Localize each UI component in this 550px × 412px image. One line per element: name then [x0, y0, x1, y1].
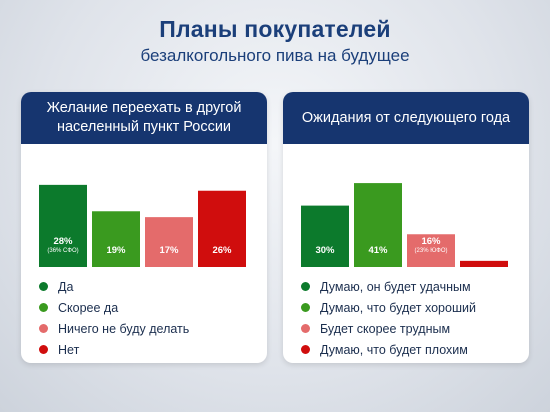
data-label-value: 17%: [159, 245, 179, 256]
data-label: 19%: [92, 245, 140, 256]
legend-item: Нет: [39, 339, 189, 360]
legend-dot-icon: [301, 282, 310, 291]
data-label-value: 30%: [315, 245, 335, 256]
data-label: 41%: [354, 245, 402, 256]
legend-label: Нет: [58, 342, 80, 357]
data-label-value: 16%: [421, 236, 441, 247]
legend-label: Думаю, что будет плохим: [320, 342, 468, 357]
legend-dot-icon: [39, 345, 48, 354]
legend: Думаю, он будет удачным Думаю, что будет…: [301, 276, 476, 360]
bar-chart: 28% (36% СФО) 19% 17% 26%: [21, 144, 267, 268]
legend-item: Ничего не буду делать: [39, 318, 189, 339]
legend-item: Будет скорее трудным: [301, 318, 476, 339]
bar: [354, 183, 402, 267]
legend-item: Да: [39, 276, 189, 297]
legend-item: Думаю, что будет хороший: [301, 297, 476, 318]
bar-chart-svg: [301, 183, 508, 267]
data-label-value: 28%: [53, 236, 73, 247]
title-line-1: Планы покупателей: [159, 16, 391, 42]
legend-label: Да: [58, 279, 74, 294]
bar: [92, 211, 140, 267]
data-label-note: (36% СФО): [47, 248, 79, 254]
bar-chart-svg: [39, 184, 246, 267]
chart-title: Желание переехать в другой населенный пу…: [21, 92, 267, 144]
legend-item: Думаю, что будет плохим: [301, 339, 476, 360]
legend-item: Скорее да: [39, 297, 189, 318]
legend-dot-icon: [39, 324, 48, 333]
legend-dot-icon: [39, 282, 48, 291]
legend-dot-icon: [301, 324, 310, 333]
page-title: Планы покупателей безалкогольного пива н…: [0, 16, 550, 66]
data-label-note: (23% ЮФО): [414, 248, 448, 254]
chart-card-expectations: Ожидания от следующего года 30% 41% 16% (23…: [283, 92, 529, 363]
legend-label: Думаю, он будет удачным: [320, 279, 471, 294]
data-label-value: 41%: [368, 245, 388, 256]
data-label: 28% (36% СФО): [39, 236, 87, 255]
chart-card-relocation: Желание переехать в другой населенный пу…: [21, 92, 267, 363]
bar: [407, 234, 455, 267]
bar: [198, 190, 246, 267]
legend-label: Ничего не буду делать: [58, 321, 190, 336]
legend: Да Скорее да Ничего не буду делать Нет: [39, 276, 189, 360]
bar: [301, 205, 349, 267]
legend-item: Думаю, он будет удачным: [301, 276, 476, 297]
data-label-value: 19%: [106, 245, 126, 256]
data-label: 17%: [145, 245, 193, 256]
data-label: 26%: [198, 245, 246, 256]
legend-dot-icon: [301, 345, 310, 354]
legend-dot-icon: [301, 303, 310, 312]
data-label: 30%: [301, 245, 349, 256]
legend-label: Скорее да: [58, 300, 119, 315]
bar: [39, 184, 87, 267]
legend-label: Будет скорее трудным: [320, 321, 451, 336]
chart-title: Ожидания от следующего года: [283, 92, 529, 144]
legend-label: Думаю, что будет хороший: [320, 300, 476, 315]
data-label-value: 3%: [477, 245, 491, 256]
bar: [145, 217, 193, 267]
data-label: 16% (23% ЮФО): [407, 236, 455, 255]
bar: [460, 260, 508, 267]
title-line-2: безалкогольного пива на будущее: [140, 46, 410, 65]
data-label: 3%: [460, 245, 508, 256]
bar-chart: 30% 41% 16% (23% ЮФО) 3%: [283, 144, 529, 268]
legend-dot-icon: [39, 303, 48, 312]
data-label-value: 26%: [212, 245, 232, 256]
